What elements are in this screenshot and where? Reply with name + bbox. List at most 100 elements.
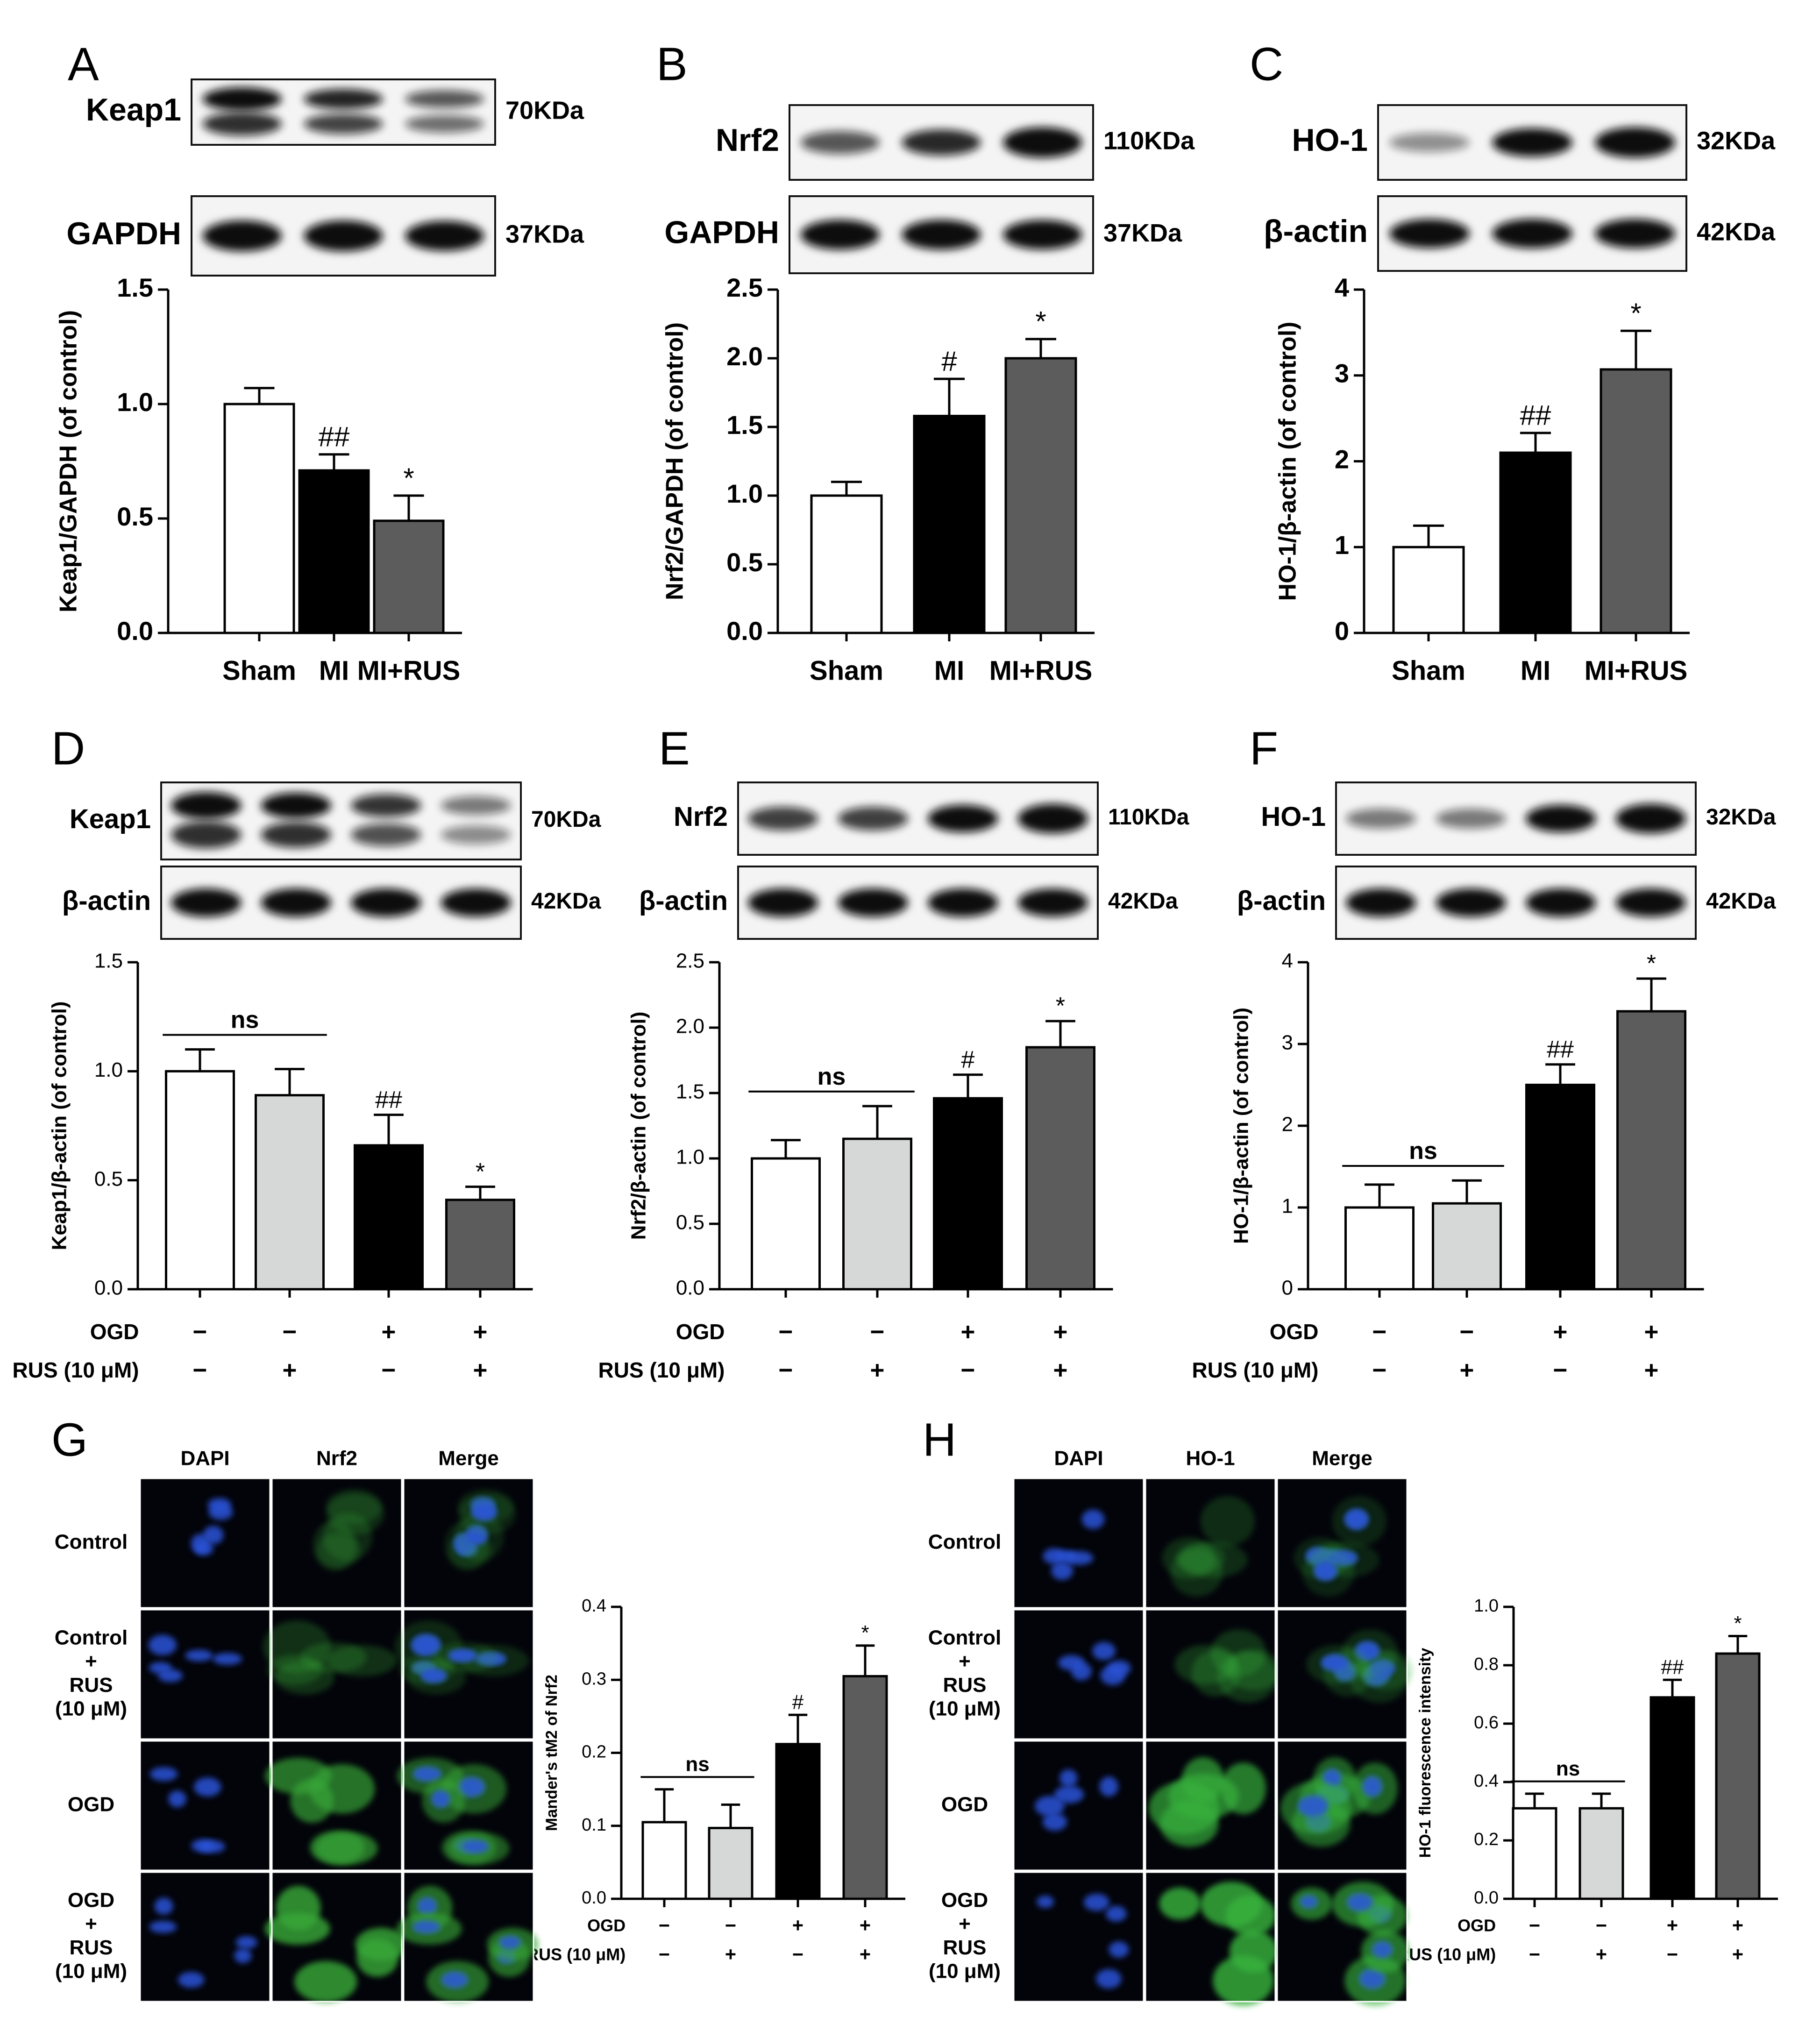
blot-band [202,112,282,136]
blot-band [304,114,383,134]
blot-e-0: Nrf2 110KDa [674,781,1189,856]
if-row-label-line: (10 μM) [929,1960,1001,1982]
if-nucleus [194,1777,221,1797]
y-tick-label: 2 [1282,1113,1293,1136]
y-tick-label: 3 [1282,1031,1293,1054]
y-tick-label: 0.2 [1474,1830,1499,1849]
if-row-label-line: RUS [70,1673,113,1696]
x-category-label: MI+RUS [1585,655,1688,686]
if-row-label-line: + [959,1650,971,1673]
blot-band [171,821,242,849]
ogd-row-label: OGD [676,1320,725,1344]
blot-band [748,888,818,917]
blot-band [902,220,981,250]
rus-row-label: RUS (10 μM) [1397,1945,1496,1964]
blot-c-1: β-actin 42KDa [1264,195,1776,272]
panel-letter-h: H [923,1413,956,1466]
bar [1512,1807,1557,1900]
ogd-row-label: OGD [1457,1916,1496,1935]
y-tick-label: 0.5 [676,1211,704,1234]
if-row-label: OGD + RUS (10 μM) [929,1889,1001,1982]
y-tick-label: 1.5 [676,1080,704,1103]
blot-band [441,796,511,815]
if-nucleus [1106,1906,1127,1922]
chart-e: 0.0 0.5 1.0 1.5 2.0 2.5 Nrf2/β-actin (of contr… [598,950,1113,1384]
if-nucleus [1345,1509,1368,1529]
bar [842,1675,888,1900]
bar [1499,451,1572,634]
if-row-label-line: Control [928,1530,1001,1553]
y-tick-label: 0.8 [1474,1655,1499,1674]
ogd-sign: + [1644,1318,1659,1346]
if-cytoplasm [1200,1496,1255,1547]
x-category-label: Sham [222,655,296,686]
y-tick-label: 2.5 [676,950,704,973]
if-tile-border [139,1477,271,1609]
panel-letter-f: F [1250,722,1278,774]
if-tile-border [1145,1871,1276,2002]
if-column-label: HO-1 [1186,1447,1235,1470]
blot-band [800,131,880,154]
panel-letter-g: G [51,1413,88,1466]
blot-band [1492,128,1572,157]
chart-d: 0.0 0.5 1.0 1.5 Keap1/β-actin (of control) ##… [13,950,533,1384]
if-cytoplasm [1221,1762,1266,1814]
rus-sign: − [193,1356,207,1384]
blot-band [261,822,331,848]
bar [223,403,295,634]
if-row-label: Control [55,1530,128,1553]
y-tick-label: 1.5 [117,273,153,302]
y-axis-label: HO-1/β-actin (of control) [1274,322,1301,601]
rus-sign: + [870,1356,885,1384]
blot-band [405,115,484,133]
rus-sign: + [1460,1356,1474,1384]
if-cytoplasm [1170,1548,1223,1597]
if-cytoplasm [1148,1781,1220,1835]
if-row-label-line: (10 μM) [55,1697,127,1720]
blot-band [1346,809,1416,829]
blot-protein-label: GAPDH [66,216,181,251]
x-category-label: MI [319,655,349,686]
blot-band [928,888,998,917]
bar [1616,1010,1686,1291]
if-row-label: OGD [68,1793,114,1816]
blot-band [441,888,511,917]
y-tick-label: 0.0 [1474,1888,1499,1908]
significance-mark: # [961,1046,975,1073]
y-axis-label: HO-1/β-actin (of control) [1230,1008,1253,1244]
if-row-label: OGD [941,1793,988,1816]
if-nucleus [499,1936,521,1949]
blot-band [1595,219,1675,249]
blot-band [1436,888,1506,917]
rus-sign: − [659,1944,670,1965]
if-row-label: OGD + RUS (10 μM) [55,1889,127,1982]
ogd-sign: + [961,1318,975,1346]
if-nucleus [1096,1969,1122,1989]
if-tile-border [1013,1477,1145,1609]
if-nucleus [1037,1895,1054,1908]
significance-mark: ## [1547,1036,1574,1063]
bar [1715,1652,1761,1900]
if-nucleus [234,1948,252,1963]
if-nucleus [1058,1655,1085,1670]
if-nucleus [1083,1893,1109,1911]
y-tick-label: 2.0 [726,341,763,371]
if-cytoplasm [294,1961,357,2002]
y-tick-label: 4 [1335,273,1349,302]
significance-mark: * [861,1621,869,1644]
if-row-label-line: (10 μM) [929,1697,1001,1720]
y-tick-label: 0.4 [582,1596,606,1616]
blot-band [171,888,242,917]
rus-sign: − [779,1356,793,1384]
ns-label: ns [685,1753,709,1776]
blot-f-0: HO-1 32KDa [1261,781,1776,856]
blot-kda-label: 42KDa [1108,889,1178,914]
y-tick-label: 0.4 [1474,1771,1499,1791]
blot-band [171,792,242,819]
ogd-sign: − [659,1915,670,1936]
significance-mark: ## [1661,1656,1684,1679]
bar [1525,1084,1595,1291]
bar [298,469,370,634]
panel-letter-d: D [51,722,85,774]
